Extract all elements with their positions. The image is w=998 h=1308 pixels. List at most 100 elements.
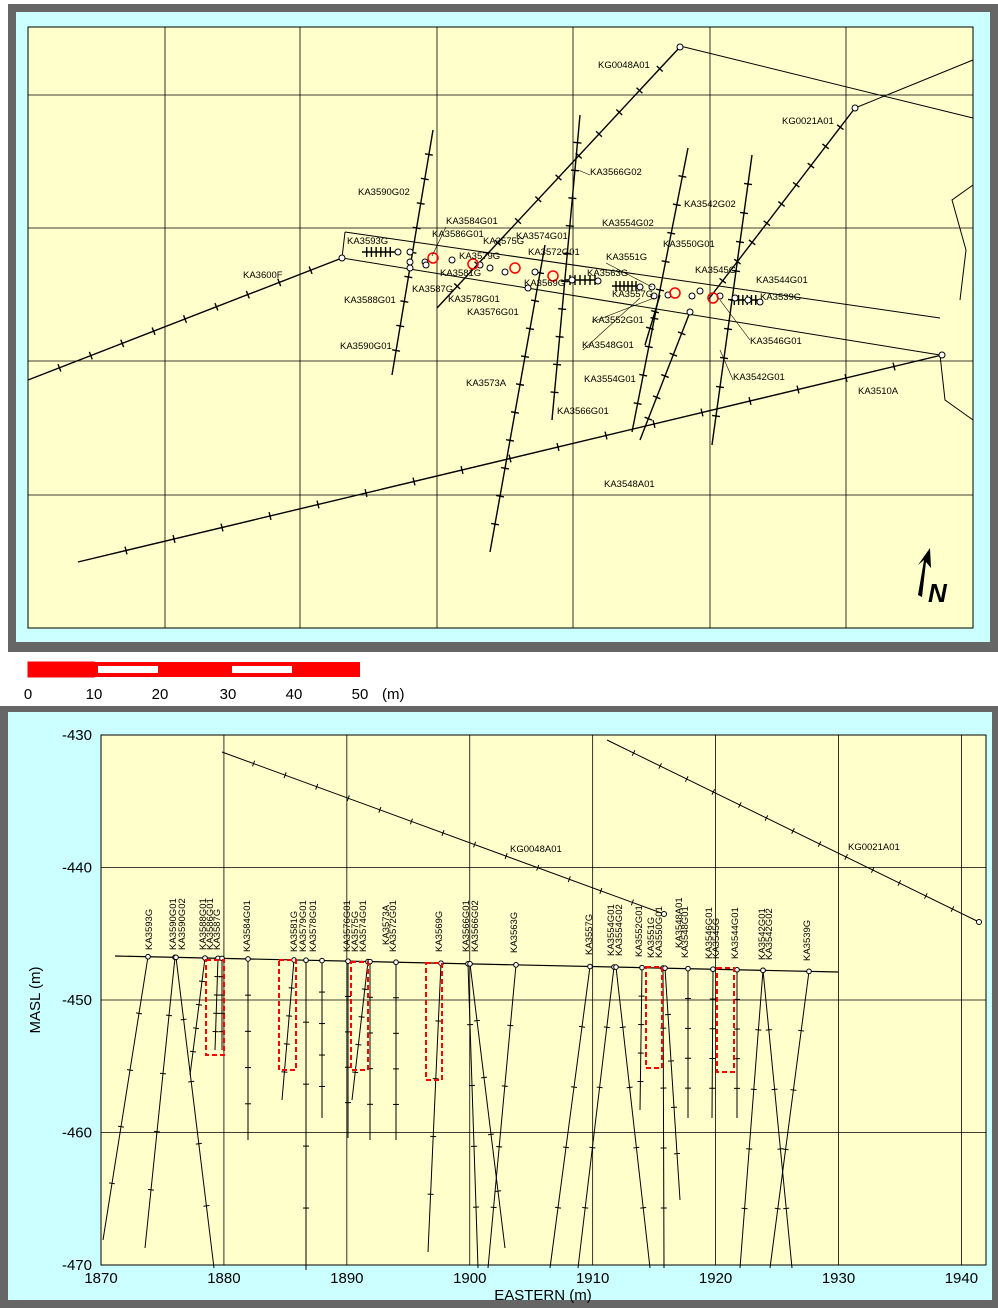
section-interval-box	[205, 959, 225, 1056]
section-borehole	[577, 966, 615, 1269]
plan-borehole-line-tick	[595, 130, 603, 138]
section-borehole-tick	[507, 1024, 514, 1027]
section-long-hole-kg0021a01-tick	[738, 802, 742, 808]
section-borehole-tick	[203, 1205, 210, 1207]
section-borehole-tick	[361, 988, 368, 991]
plan-borehole-line-tick	[515, 383, 525, 386]
section-borehole-tick	[198, 980, 206, 983]
section-borehole	[427, 963, 442, 1253]
plan-section-marker	[467, 258, 479, 270]
section-borehole-tick	[480, 1076, 488, 1079]
section-collar-marker	[145, 953, 151, 960]
plan-borehole-label: KA3575G	[483, 236, 524, 247]
section-collar-marker	[806, 968, 812, 975]
section-collar-marker	[467, 961, 473, 967]
plan-borehole-label: KG0021A01	[782, 116, 834, 127]
plan-borehole-line-tick	[639, 373, 648, 377]
plan-borehole-label: KA3569G	[524, 278, 565, 289]
section-interval-box	[645, 966, 663, 1069]
plan-borehole-line-tick	[568, 197, 577, 200]
section-borehole-tick	[501, 1085, 508, 1087]
plan-borehole-line-tick	[555, 335, 564, 338]
plan-borehole-line-tick	[420, 177, 429, 181]
x-axis-title: EASTERN (m)	[494, 1287, 592, 1304]
section-borehole-tick	[490, 1206, 497, 1209]
plan-borehole-label: KG0048A01	[598, 60, 650, 71]
section-borehole-tick	[619, 1026, 626, 1029]
plan-map-area	[27, 26, 974, 629]
plan-label-leader	[431, 226, 447, 257]
plan-borehole-line-tick	[490, 522, 500, 526]
plan-borehole-line-tick	[558, 308, 567, 311]
plan-borehole-line-tick	[892, 362, 896, 371]
plan-borehole-label: KA3563G	[587, 268, 628, 279]
section-borehole-tick	[195, 1003, 203, 1006]
plan-borehole-label: KA3572G01	[528, 247, 580, 258]
section-collar-label: KA3548A01	[674, 897, 685, 948]
section-collar-label: KA3542G02	[764, 908, 775, 960]
section-long-hole-kg0021a01-tick	[658, 763, 662, 769]
section-borehole-tick	[774, 1207, 781, 1210]
section-interval-box	[278, 959, 297, 1071]
plan-borehole-line-tick	[392, 349, 401, 352]
north-arrow: N	[918, 548, 948, 608]
section-borehole	[214, 958, 219, 1051]
section-borehole	[615, 967, 651, 1269]
section-long-hole-kg0048a01-tick	[504, 853, 508, 860]
plan-borehole-line-tick	[510, 411, 520, 414]
section-long-hole-kg0021a01-tick	[684, 776, 689, 782]
plan-borehole-line-tick	[777, 201, 786, 207]
section-collar-label: KA3544G01	[730, 907, 741, 959]
plan-borehole-line-tick	[719, 356, 729, 360]
plan-borehole-line-tick	[570, 169, 579, 172]
plan-borehole-line-tick	[573, 141, 582, 144]
section-borehole	[639, 967, 643, 1111]
scale-tick-label: 10	[86, 686, 103, 703]
plan-borehole-label: KA3586G01	[432, 229, 484, 240]
section-borehole	[662, 968, 665, 1269]
y-tick-label: -470	[62, 1257, 92, 1274]
section-collar-marker	[613, 964, 619, 970]
section-borehole-tick	[473, 1019, 481, 1022]
plan-borehole-line-tick	[500, 466, 510, 470]
section-collar-marker	[685, 965, 691, 972]
plan-borehole-line-tick	[495, 494, 505, 498]
section-borehole-tick	[562, 1146, 570, 1149]
plan-borehole-line-tick	[494, 239, 502, 246]
plan-borehole-line-tick	[711, 414, 721, 418]
section-collar-marker	[245, 956, 251, 962]
long-hole-label: KG0021A01	[848, 842, 900, 853]
y-tick-label: -450	[62, 992, 92, 1009]
section-borehole-tick	[283, 1043, 290, 1045]
section-collar-label: KA3586G01	[205, 898, 216, 950]
section-long-hole-kg0048a01-tick	[567, 876, 571, 883]
plan-borehole-line-tick	[120, 339, 125, 348]
plan-borehole-label: KA3573A	[466, 378, 507, 389]
section-collar-marker	[319, 957, 325, 964]
x-tick-label: 1940	[945, 1270, 978, 1287]
plan-borehole-line-tick	[277, 278, 282, 287]
plan-borehole-line-tick	[650, 316, 659, 320]
plan-collar-marker	[594, 277, 602, 285]
plan-collar-marker	[731, 294, 739, 302]
plan-borehole-line-tick	[460, 465, 464, 475]
section-borehole-tick	[640, 1206, 647, 1209]
plan-borehole-line-tick	[550, 391, 559, 394]
plan-collar-marker	[938, 351, 946, 359]
plan-collar-marker	[422, 261, 430, 269]
plan-borehole-line-tick	[743, 182, 753, 186]
plan-borehole-line-tick	[615, 109, 623, 116]
section-borehole-tick	[195, 1142, 202, 1145]
plan-markers	[338, 43, 946, 359]
plan-borehole-line-tick	[650, 309, 660, 314]
plan-borehole-line-tick	[792, 181, 800, 188]
plan-borehole-label: KA3590G02	[358, 187, 410, 198]
section-borehole	[487, 964, 517, 1269]
section-long-hole-kg0048a01-tick	[441, 830, 445, 836]
plan-borehole-line-tick	[644, 416, 653, 421]
section-collar-marker	[734, 966, 740, 973]
plan-borehole-line-tick	[678, 174, 687, 178]
section-long-hole-kg0048a01-tick	[378, 806, 382, 813]
section-long-hole-kg0021a01-tick	[791, 828, 795, 834]
